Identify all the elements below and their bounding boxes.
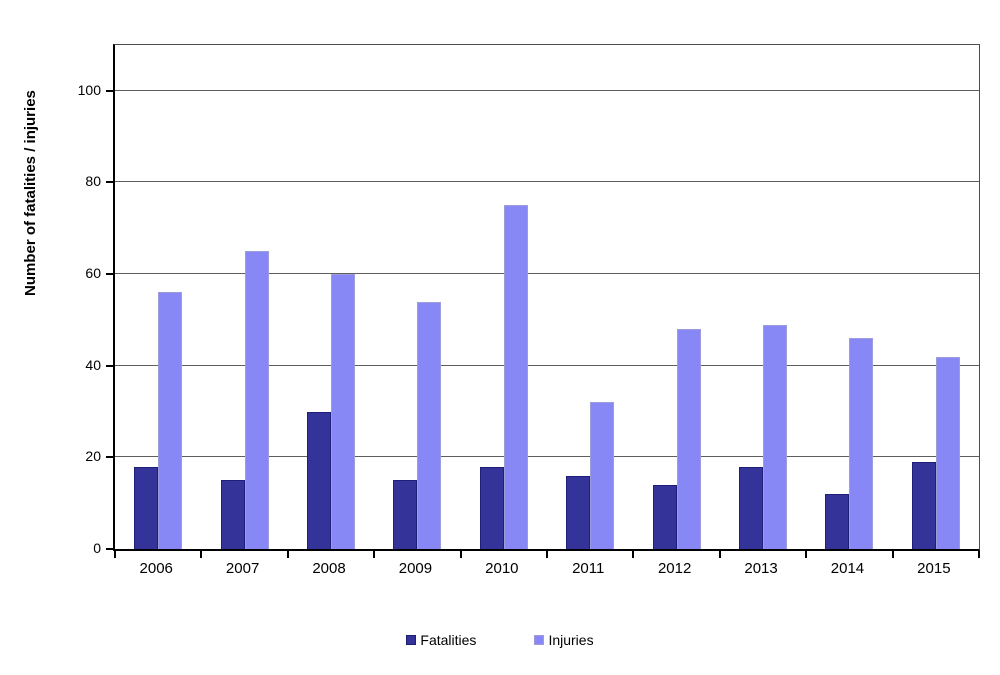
x-axis-label-2015: 2015 xyxy=(917,560,951,577)
legend-entry-injuries: Injuries xyxy=(534,632,594,648)
x-tick-mark-0 xyxy=(114,551,116,558)
bar-fatalities-2012 xyxy=(652,484,677,549)
bar-group-2007 xyxy=(201,45,287,549)
x-axis-label-2011: 2011 xyxy=(572,560,605,577)
bar-group-2011 xyxy=(547,45,633,549)
x-axis-label-2009: 2009 xyxy=(398,560,433,577)
x-axis-label-2010: 2010 xyxy=(485,560,519,577)
y-tick-mark-40 xyxy=(106,364,115,367)
legend-swatch-fatalities xyxy=(406,635,417,645)
bar-group-2012 xyxy=(633,45,719,549)
bar-injuries-2012 xyxy=(676,329,701,549)
x-tick-mark-3 xyxy=(373,551,376,558)
gridline-y-20 xyxy=(115,456,979,458)
y-tick-mark-0 xyxy=(106,548,115,550)
y-tick-mark-80 xyxy=(106,181,115,184)
bar-fatalities-2011 xyxy=(566,475,591,549)
bar-fatalities-2010 xyxy=(479,466,504,549)
x-tick-mark-2 xyxy=(286,551,289,558)
bar-groups-container xyxy=(115,45,979,549)
x-axis-label-2008: 2008 xyxy=(312,560,346,577)
bar-group-2009 xyxy=(374,45,460,549)
y-tick-mark-20 xyxy=(106,456,115,459)
y-tick-label-0: 0 xyxy=(93,540,101,556)
y-tick-label-40: 40 xyxy=(85,356,101,373)
x-axis-label-2013: 2013 xyxy=(744,560,778,577)
bar-group-2013 xyxy=(720,45,806,549)
bar-group-2015 xyxy=(893,45,979,549)
legend-entry-fatalities: Fatalities xyxy=(406,632,476,648)
bar-group-2006 xyxy=(115,45,201,549)
bar-group-2008 xyxy=(288,45,374,549)
bar-injuries-2011 xyxy=(590,402,615,549)
x-axis-labels: 2006 2007 2008 2009 2010 2011 2012 2013 2014 2015 xyxy=(113,560,977,577)
x-tick-mark-7 xyxy=(718,551,721,558)
bar-fatalities-2009 xyxy=(393,480,418,549)
bar-injuries-2013 xyxy=(763,324,788,549)
y-tick-mark-60 xyxy=(106,273,115,276)
bar-fatalities-2007 xyxy=(220,480,245,549)
x-axis-label-2014: 2014 xyxy=(830,560,865,577)
y-tick-mark-100 xyxy=(106,89,115,92)
legend-label-fatalities: Fatalities xyxy=(420,632,477,648)
bar-fatalities-2014 xyxy=(825,494,850,549)
x-tick-mark-1 xyxy=(200,551,203,558)
bar-fatalities-2013 xyxy=(739,466,764,549)
bar-fatalities-2006 xyxy=(134,466,159,549)
legend-swatch-injuries xyxy=(534,635,545,645)
x-tick-mark-9 xyxy=(891,551,894,558)
y-tick-label-100: 100 xyxy=(77,81,101,98)
x-axis-label-2006: 2006 xyxy=(139,560,173,577)
legend: Fatalities Injuries xyxy=(0,632,1000,648)
bar-fatalities-2008 xyxy=(307,411,332,549)
gridline-y-60 xyxy=(115,273,979,275)
bar-injuries-2010 xyxy=(503,205,528,549)
x-tick-mark-4 xyxy=(459,551,462,558)
gridline-y-80 xyxy=(115,181,979,183)
bar-injuries-2007 xyxy=(244,251,269,549)
x-tick-mark-10 xyxy=(978,551,980,558)
bar-injuries-2015 xyxy=(935,356,960,549)
x-tick-mark-5 xyxy=(546,551,548,558)
bar-injuries-2008 xyxy=(331,274,356,549)
gridline-y-100 xyxy=(115,89,979,91)
bar-fatalities-2015 xyxy=(911,461,936,549)
bar-group-2014 xyxy=(806,45,892,549)
plot-area xyxy=(106,44,980,558)
bar-group-2010 xyxy=(461,45,547,549)
y-tick-label-60: 60 xyxy=(85,265,101,282)
x-tick-mark-8 xyxy=(805,551,808,558)
gridline-y-40 xyxy=(115,364,979,366)
bar-injuries-2014 xyxy=(849,338,874,549)
y-tick-label-80: 80 xyxy=(85,173,101,190)
x-axis-label-2007: 2007 xyxy=(225,560,260,577)
bar-injuries-2009 xyxy=(417,301,442,549)
x-tick-mark-6 xyxy=(632,551,635,558)
x-axis-label-2012: 2012 xyxy=(657,560,692,577)
legend-label-injuries: Injuries xyxy=(548,632,594,648)
y-tick-label-20: 20 xyxy=(85,448,101,465)
bar-injuries-2006 xyxy=(158,292,183,549)
